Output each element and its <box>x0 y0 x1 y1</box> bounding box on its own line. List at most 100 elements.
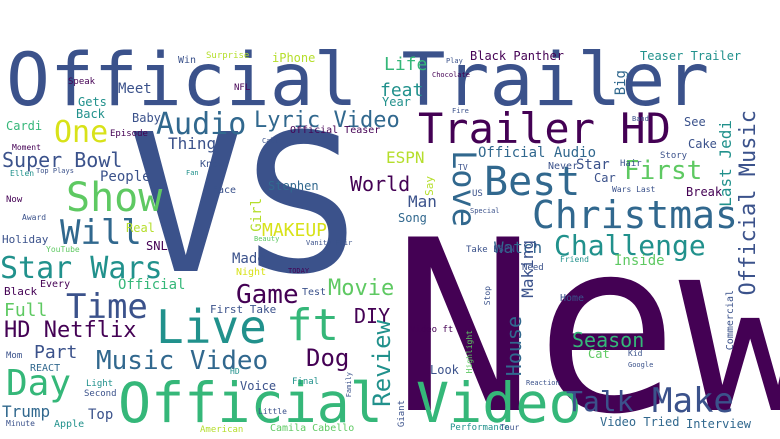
word-movie: Movie <box>328 276 395 301</box>
word-best: Best <box>484 159 581 205</box>
word-nfl: NFL <box>234 83 251 93</box>
word-play: Play <box>446 57 463 65</box>
word-hd-netflix: HD Netflix <box>4 318 137 343</box>
word-super-bowl: Super Bowl <box>2 148 123 172</box>
word-baby: Baby <box>132 111 161 125</box>
word-first: First <box>624 156 703 186</box>
word-review: Review <box>368 320 396 407</box>
word-black-panther: Black Panther <box>470 49 564 63</box>
word-google: Google <box>628 361 654 369</box>
word-look: Look <box>430 363 459 377</box>
word-back: Back <box>76 107 105 121</box>
word-stephen: Stephen <box>268 179 319 193</box>
word-makeup: MAKEUP <box>262 220 328 241</box>
word-man: Man <box>408 192 437 211</box>
word-know: Know <box>200 159 225 170</box>
word-friend: Friend <box>560 255 589 264</box>
word-inside: Inside <box>614 253 665 269</box>
word-interview: Interview <box>686 417 752 431</box>
word-performance: Performance <box>450 423 510 433</box>
word-year: Year <box>382 95 411 109</box>
word-speak: Speak <box>68 77 96 87</box>
word-life: Life <box>384 54 428 75</box>
word-cake: Cake <box>688 137 717 151</box>
word-never: Never <box>548 161 579 172</box>
word-will: Will <box>60 213 142 253</box>
word-world: World <box>350 172 411 196</box>
word-today: TODAY <box>288 267 310 275</box>
word-star-wars: Star Wars <box>0 251 163 286</box>
word-youtube: YouTube <box>46 245 80 254</box>
word-wars-last: Wars Last <box>612 185 656 194</box>
word-first-take: First Take <box>210 303 277 316</box>
word-song: Song <box>398 211 427 225</box>
word-night: Night <box>236 267 267 278</box>
word-real: Real <box>126 221 155 235</box>
word-live: Live <box>156 300 267 354</box>
word-fan: Fan <box>186 169 199 177</box>
word-see: See <box>684 115 706 129</box>
word-band: Band <box>632 115 649 123</box>
word-say: Say <box>423 176 436 196</box>
word-kid: Kid <box>628 349 643 358</box>
word-moment: Moment <box>12 143 41 152</box>
word-take-espn: Take ESPN <box>466 245 515 255</box>
word-star: Star <box>576 157 610 173</box>
word-minute: Minute <box>6 419 35 428</box>
word-break: Break <box>686 185 723 199</box>
word-giant: Giant <box>397 400 407 428</box>
word-apple: Apple <box>54 419 85 430</box>
word-meet: Meet <box>118 81 152 97</box>
word-trailer-hd: Trailer HD <box>418 104 671 153</box>
word-one: One <box>54 115 109 150</box>
word-commercial: Commercial <box>725 290 736 351</box>
word-black: Black <box>4 285 38 298</box>
word-camila-cabello: Camila Cabello <box>270 423 355 434</box>
word-espn: ESPN <box>386 148 425 167</box>
word-highlight: Highlight <box>465 330 474 374</box>
word-cardi: Cardi <box>6 119 43 133</box>
word-holiday: Holiday <box>2 233 49 246</box>
word-show: Show <box>66 175 163 221</box>
word-cat: Cat <box>588 347 610 361</box>
word-girl: Girl <box>249 198 265 232</box>
word-little: Little <box>258 407 287 416</box>
word-call: Call <box>262 137 279 145</box>
word-official-audio: Official Audio <box>478 145 597 161</box>
word-final: Final <box>292 377 320 387</box>
word-made: Made <box>232 251 266 267</box>
word-snl: SNL <box>146 239 168 253</box>
word-game: Game <box>236 280 299 310</box>
word-family: Family <box>345 372 353 398</box>
word-chocolate: Chocolate <box>432 71 470 79</box>
word-tv: TV <box>458 163 468 172</box>
word-full: Full <box>4 300 48 321</box>
word-top-plays: Top Plays <box>36 167 74 175</box>
word-watch: Watch <box>494 238 543 257</box>
word-official-video: Official Video <box>118 371 582 435</box>
word-award: Award <box>22 213 47 222</box>
word-season: Season <box>572 328 645 352</box>
word-part: Part <box>34 342 78 363</box>
word-story: Story <box>660 151 688 161</box>
word-american: American <box>200 425 244 435</box>
word-stop: Stop <box>483 286 492 306</box>
word-christmas: Christmas <box>532 193 738 237</box>
word-face: Face <box>212 185 237 196</box>
word-official-music: Official Music <box>736 110 761 296</box>
word-official: Official <box>118 277 186 293</box>
word-vanity-fair: Vanity Fair <box>306 239 353 247</box>
word-iphone: iPhone <box>272 51 316 65</box>
word-hd: HD <box>230 367 240 376</box>
word-official-teaser: Official Teaser <box>290 125 381 136</box>
word-react: REACT <box>30 363 61 374</box>
word-top: Top <box>88 407 114 423</box>
word-mom: Mom <box>6 351 23 361</box>
word-tour: Tour <box>500 423 520 432</box>
word-test: Test <box>302 287 327 298</box>
word-win: Win <box>178 55 197 66</box>
word-special: Special <box>470 207 500 215</box>
word-audio: Audio <box>156 107 247 142</box>
word-now: Now <box>6 195 23 205</box>
word-ft: ft <box>286 300 339 351</box>
